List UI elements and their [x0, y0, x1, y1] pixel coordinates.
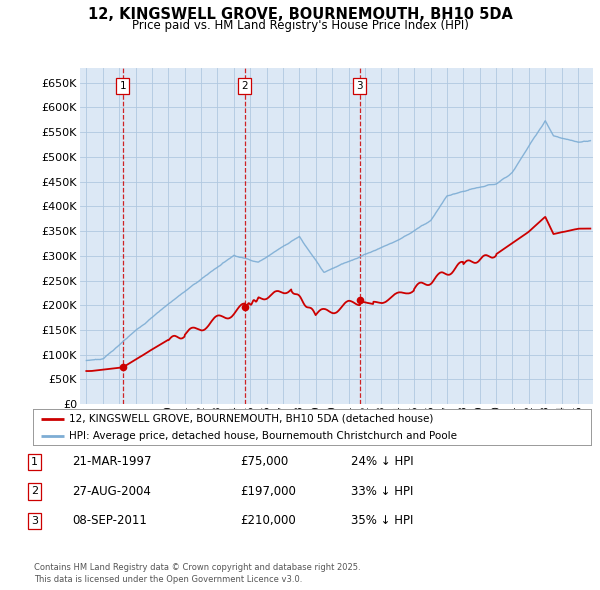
Text: £197,000: £197,000: [240, 485, 296, 498]
Text: This data is licensed under the Open Government Licence v3.0.: This data is licensed under the Open Gov…: [34, 575, 302, 584]
Text: 3: 3: [31, 516, 38, 526]
Text: 3: 3: [356, 81, 363, 91]
Text: 21-MAR-1997: 21-MAR-1997: [72, 455, 151, 468]
Text: 1: 1: [31, 457, 38, 467]
Text: 12, KINGSWELL GROVE, BOURNEMOUTH, BH10 5DA: 12, KINGSWELL GROVE, BOURNEMOUTH, BH10 5…: [88, 7, 512, 22]
Text: Contains HM Land Registry data © Crown copyright and database right 2025.: Contains HM Land Registry data © Crown c…: [34, 563, 361, 572]
Text: 27-AUG-2004: 27-AUG-2004: [72, 485, 151, 498]
Text: 2: 2: [241, 81, 248, 91]
Text: 33% ↓ HPI: 33% ↓ HPI: [351, 485, 413, 498]
Text: 12, KINGSWELL GROVE, BOURNEMOUTH, BH10 5DA (detached house): 12, KINGSWELL GROVE, BOURNEMOUTH, BH10 5…: [69, 414, 434, 424]
Text: 2: 2: [31, 487, 38, 496]
Text: Price paid vs. HM Land Registry's House Price Index (HPI): Price paid vs. HM Land Registry's House …: [131, 19, 469, 32]
Text: £210,000: £210,000: [240, 514, 296, 527]
Text: HPI: Average price, detached house, Bournemouth Christchurch and Poole: HPI: Average price, detached house, Bour…: [69, 431, 457, 441]
Text: 35% ↓ HPI: 35% ↓ HPI: [351, 514, 413, 527]
Text: 1: 1: [119, 81, 126, 91]
Text: 24% ↓ HPI: 24% ↓ HPI: [351, 455, 413, 468]
Text: £75,000: £75,000: [240, 455, 288, 468]
Text: 08-SEP-2011: 08-SEP-2011: [72, 514, 147, 527]
